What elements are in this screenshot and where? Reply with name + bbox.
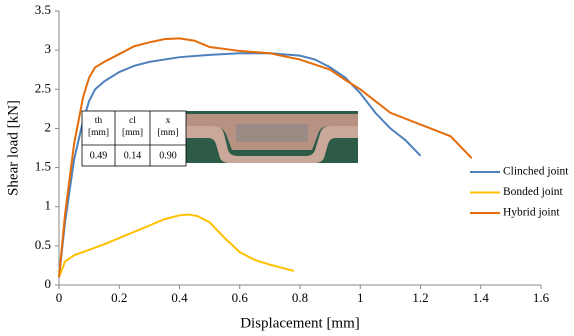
x-tick-label: 0.6 xyxy=(232,290,249,305)
legend-label: Bonded joint xyxy=(503,186,564,198)
x-tick-label: 1 xyxy=(357,290,364,305)
y-tick-label: 0.5 xyxy=(35,237,51,252)
x-tick-label: 0 xyxy=(56,290,63,305)
x-tick-label: 1.2 xyxy=(412,290,428,305)
x-axis-title: Displacement [mm] xyxy=(240,315,360,331)
table-header: [mm] xyxy=(122,128,143,138)
table-header: cl xyxy=(129,116,136,126)
legend-label: Clinched joint xyxy=(503,166,569,178)
x-tick-label: 0.2 xyxy=(111,290,127,305)
x-tick-label: 0.8 xyxy=(292,290,308,305)
y-tick-label: 1 xyxy=(45,198,52,213)
y-tick-label: 3 xyxy=(45,41,52,56)
table-header: [mm] xyxy=(157,128,178,138)
table-header: th xyxy=(95,116,103,126)
series-line xyxy=(58,37,473,278)
y-tick-label: 1.5 xyxy=(35,159,51,174)
table-cell: 0.90 xyxy=(159,150,177,161)
y-tick-label: 2 xyxy=(45,119,52,134)
y-tick-label: 2.5 xyxy=(35,80,51,95)
series-line xyxy=(58,213,295,278)
table-header: x xyxy=(166,116,171,126)
table-cell: 0.49 xyxy=(90,150,108,161)
y-tick-label: 0 xyxy=(45,276,52,291)
table-header: [mm] xyxy=(88,128,109,138)
inset-table xyxy=(81,110,187,167)
y-tick-label: 3.5 xyxy=(35,2,51,17)
legend-label: Hybrid joint xyxy=(503,207,560,219)
x-tick-label: 0.4 xyxy=(171,290,188,305)
series-line xyxy=(58,52,422,278)
inset-photo xyxy=(186,111,358,163)
table-cell: 0.14 xyxy=(124,150,142,161)
x-tick-label: 1.4 xyxy=(473,290,490,305)
y-axis-title: Shear load [kN] xyxy=(5,100,21,196)
x-tick-label: 1.6 xyxy=(533,290,550,305)
